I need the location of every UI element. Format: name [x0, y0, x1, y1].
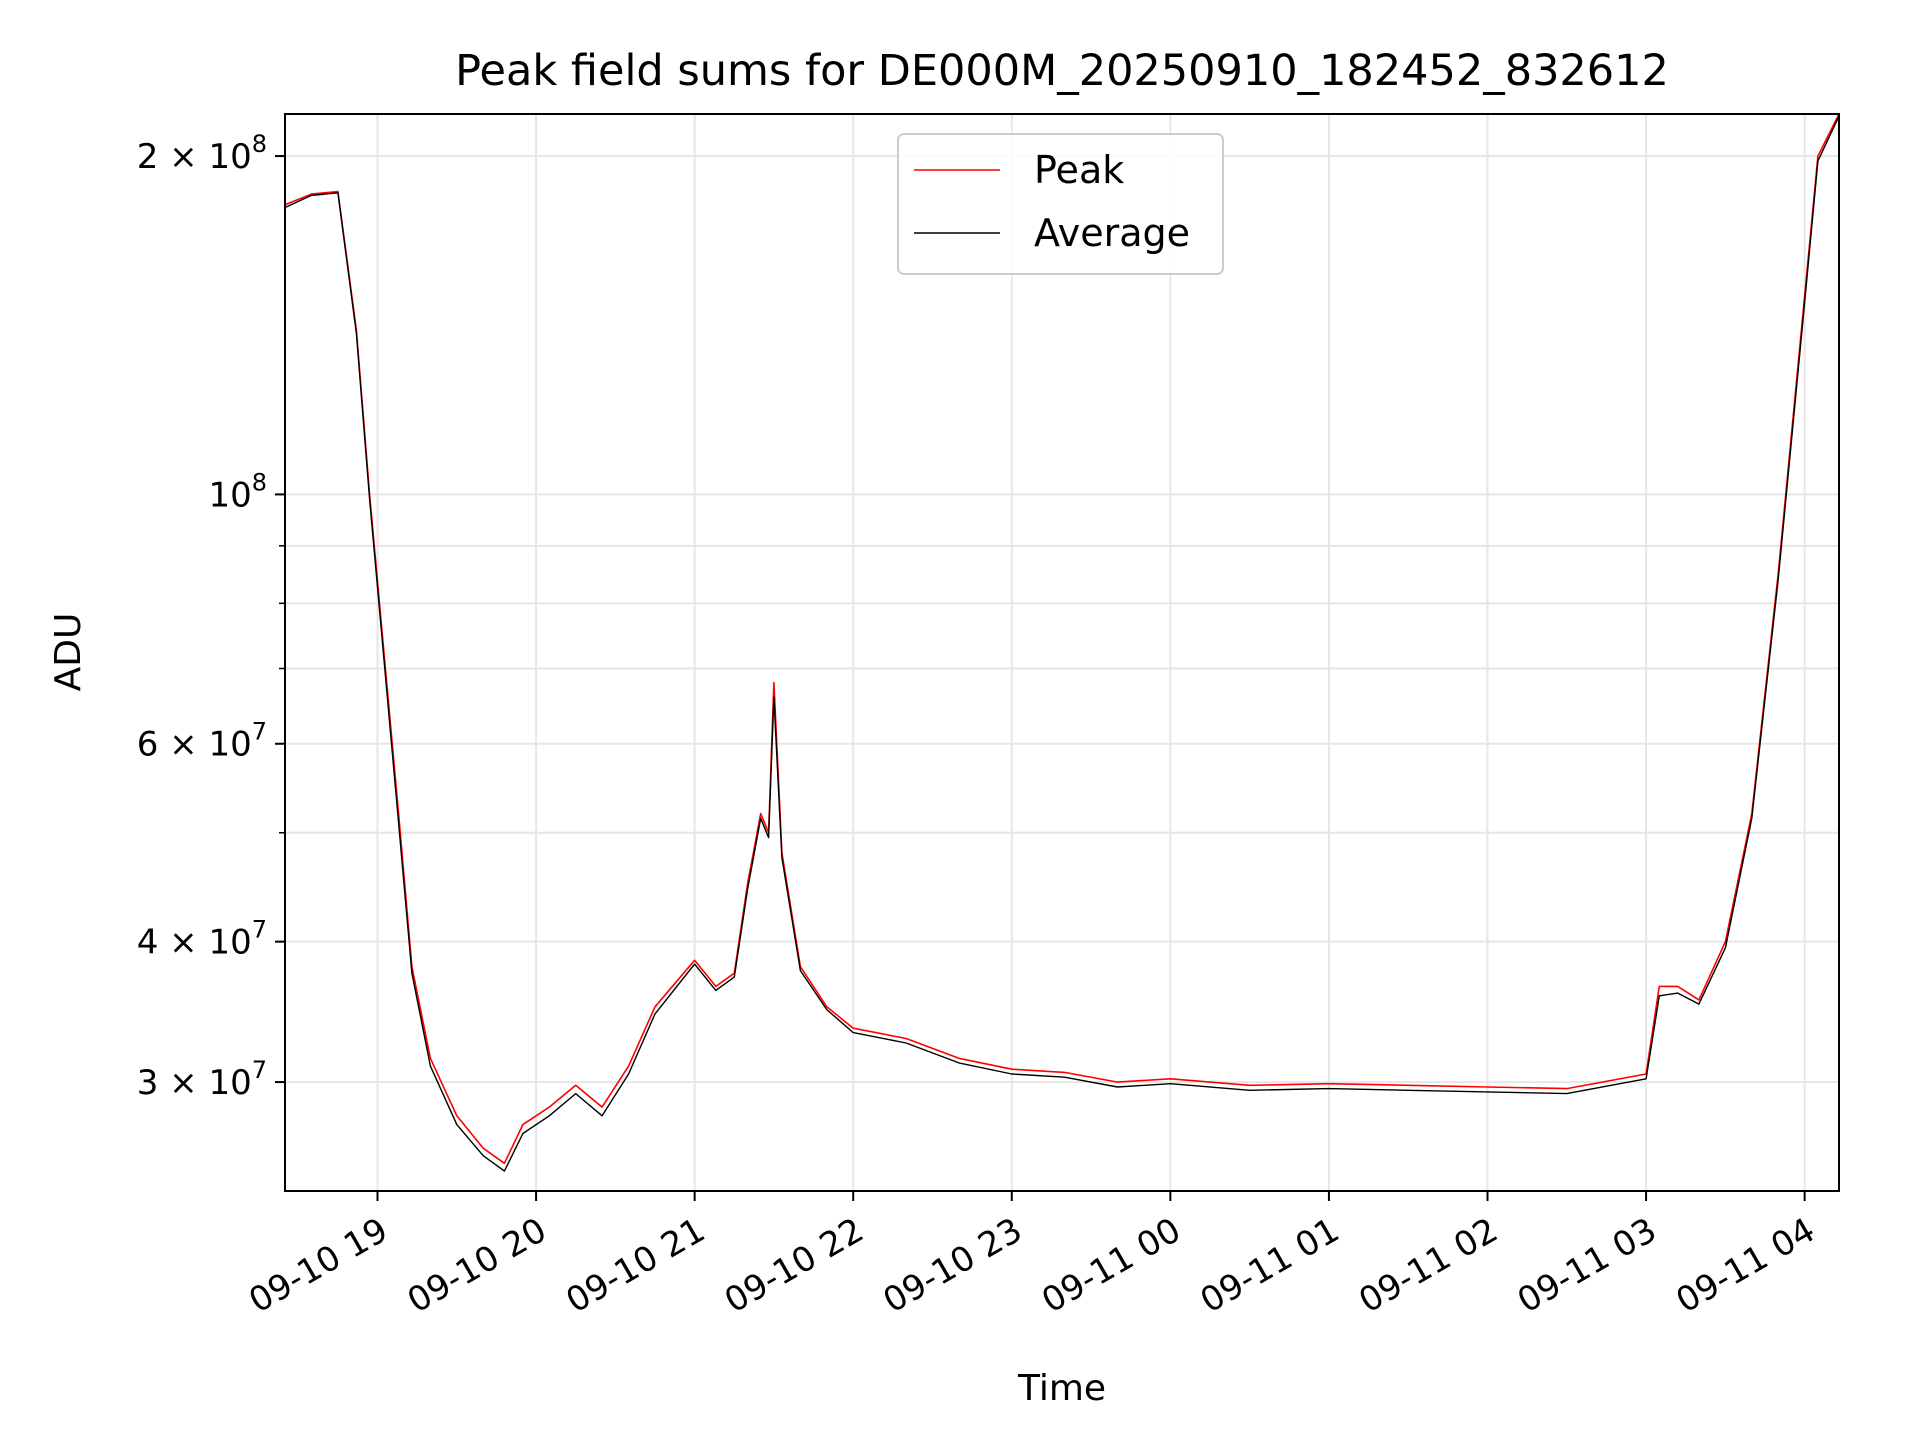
legend-label-peak: Peak — [1034, 148, 1124, 192]
y-axis: 3 × 107 4 × 107 6 × 107 108 2 × 108 — [137, 130, 285, 1103]
y-tick-label: 4 × 107 — [137, 916, 267, 963]
legend-label-average: Average — [1034, 211, 1190, 255]
plot-frame — [284, 113, 1840, 1192]
chart-title: Peak field sums for DE000M_20250910_1824… — [455, 46, 1669, 96]
legend-box — [897, 133, 1224, 275]
y-tick-label: 6 × 107 — [137, 718, 267, 765]
legend: Peak Average — [897, 133, 1224, 275]
y-tick-label: 3 × 107 — [137, 1056, 267, 1103]
grid — [285, 114, 1839, 1191]
y-tick-label: 108 — [208, 468, 267, 515]
series-line-average — [284, 115, 1840, 1172]
y-tick-label: 2 × 108 — [137, 130, 267, 177]
x-axis-label: Time — [1017, 1368, 1106, 1409]
series-layer — [284, 113, 1840, 1172]
y-axis-label: ADU — [48, 613, 89, 692]
